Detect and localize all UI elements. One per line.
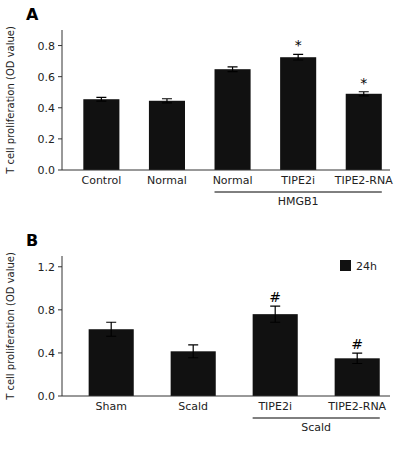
group-bracket	[215, 192, 382, 193]
y-tick-label: 0.0	[38, 390, 56, 403]
bar	[89, 329, 134, 396]
panel: 0.0 0.4 0.8 1.2 # # Sham Scald TIPE2i TIPE2-RNA Sc…	[5, 231, 390, 434]
group-label: Scald	[301, 421, 331, 434]
bar	[83, 99, 119, 170]
legend-label: 24h	[356, 260, 377, 273]
error-bar	[352, 353, 362, 363]
y-tick-label: 0.6	[38, 71, 56, 84]
x-axis	[62, 396, 390, 397]
x-tick-label: Scald	[178, 400, 208, 413]
bar	[149, 101, 185, 170]
y-axis-label: T cell proliferation (OD value)	[5, 26, 16, 175]
y-tick	[58, 266, 62, 267]
y-tick	[58, 309, 62, 310]
error-bar	[106, 322, 116, 336]
bars	[89, 306, 380, 396]
panel-label: A	[26, 5, 39, 24]
bars	[83, 54, 381, 170]
significance-marker: *	[360, 75, 367, 91]
y-tick	[58, 352, 62, 353]
panel-label: B	[26, 231, 38, 250]
x-tick-label: Sham	[95, 400, 126, 413]
y-tick	[58, 170, 62, 171]
group-bracket	[253, 418, 380, 419]
panel: 0.0 0.2 0.4 0.6 0.8 * * Control Normal Normal TIPE…	[5, 5, 393, 208]
y-axis	[62, 30, 63, 170]
y-tick	[58, 45, 62, 46]
group-label: HMGB1	[278, 195, 319, 208]
x-tick-label: Normal	[147, 174, 187, 187]
error-bar	[162, 99, 172, 103]
y-tick	[58, 76, 62, 77]
significance-marker: #	[351, 336, 363, 352]
x-tick-label: Control	[81, 174, 121, 187]
x-tick-label: TIPE2-RNA	[334, 174, 393, 187]
error-bar	[359, 92, 369, 96]
x-axis	[62, 170, 390, 171]
y-tick	[58, 107, 62, 108]
significance-marker: *	[295, 37, 302, 53]
y-tick-label: 0.2	[38, 133, 56, 146]
y-tick-label: 1.2	[38, 261, 56, 274]
bar	[280, 57, 316, 170]
x-tick-label: TIPE2i	[257, 400, 292, 413]
y-tick-label: 0.8	[38, 304, 56, 317]
y-axis	[62, 256, 63, 396]
bar	[253, 314, 298, 396]
y-axis-label: T cell proliferation (OD value)	[5, 252, 16, 401]
y-tick	[58, 138, 62, 139]
bar	[215, 69, 251, 170]
x-tick-label: TIPE2-RNA	[327, 400, 386, 413]
significance-marker: #	[269, 289, 281, 305]
x-tick-label: Normal	[213, 174, 253, 187]
legend: 24h	[340, 260, 377, 273]
error-bar	[96, 97, 106, 101]
y-tick-label: 0.0	[38, 164, 56, 177]
legend-swatch	[340, 260, 351, 271]
bar	[346, 94, 382, 170]
y-tick	[58, 396, 62, 397]
figure: 0.0 0.2 0.4 0.6 0.8 * * Control Normal Normal TIPE…	[0, 0, 400, 451]
error-bar	[188, 345, 198, 358]
x-tick-label: TIPE2i	[280, 174, 315, 187]
error-bar	[293, 54, 303, 60]
y-tick-label: 0.8	[38, 40, 56, 53]
error-bar	[228, 67, 238, 72]
y-tick-label: 0.4	[38, 102, 56, 115]
y-tick-label: 0.4	[38, 347, 56, 360]
error-bar	[270, 306, 280, 322]
